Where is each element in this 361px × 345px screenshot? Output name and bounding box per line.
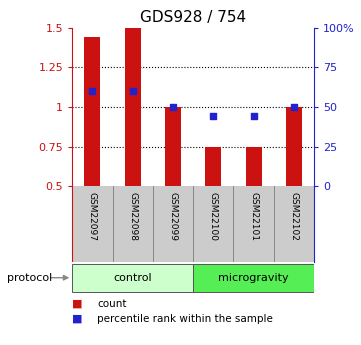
Point: [90, 88, 95, 94]
Text: GSM22102: GSM22102: [290, 193, 299, 241]
Text: GSM22097: GSM22097: [88, 193, 97, 242]
Text: GSM22099: GSM22099: [169, 193, 178, 242]
Bar: [245, 147, 262, 186]
Bar: [165, 107, 181, 186]
FancyBboxPatch shape: [193, 264, 314, 292]
Text: ■: ■: [72, 299, 86, 308]
Bar: [286, 107, 302, 186]
Point: [210, 114, 216, 119]
Bar: [125, 28, 141, 186]
Text: control: control: [113, 273, 152, 283]
FancyBboxPatch shape: [72, 264, 193, 292]
Point: [130, 88, 135, 94]
Text: GSM22100: GSM22100: [209, 193, 218, 242]
Text: GSM22098: GSM22098: [128, 193, 137, 242]
Title: GDS928 / 754: GDS928 / 754: [140, 10, 246, 25]
Text: protocol: protocol: [7, 273, 52, 283]
Bar: [84, 37, 100, 186]
Point: [170, 104, 176, 110]
Text: GSM22101: GSM22101: [249, 193, 258, 242]
Text: ■: ■: [72, 314, 86, 324]
Text: percentile rank within the sample: percentile rank within the sample: [97, 314, 273, 324]
Bar: [205, 147, 221, 186]
Text: count: count: [97, 299, 127, 308]
Point: [251, 114, 256, 119]
Point: [291, 104, 297, 110]
Text: microgravity: microgravity: [218, 273, 289, 283]
